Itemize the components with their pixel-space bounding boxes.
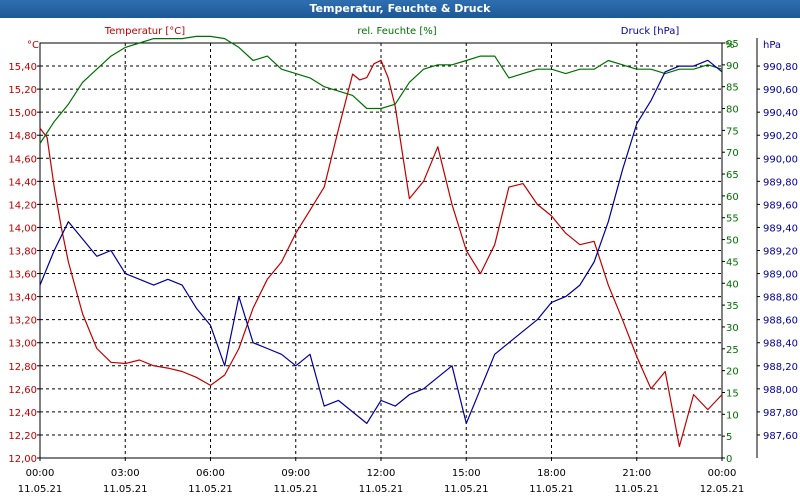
x-tick-date-label: 11.05.21 <box>614 484 659 495</box>
humidity-tick-label: 20 <box>726 367 739 378</box>
temperature-tick-label: 15,40 <box>8 62 37 73</box>
pressure-tick-label: 988,60 <box>763 316 798 327</box>
x-tick-time-label: 18:00 <box>537 468 566 479</box>
temperature-tick-label: 14,80 <box>8 131 37 142</box>
humidity-series-line <box>39 35 723 144</box>
x-tick-time-label: 03:00 <box>111 468 140 479</box>
temperature-tick-label: 14,00 <box>8 223 37 234</box>
temperature-tick-label: 12,80 <box>8 362 37 373</box>
temperature-tick-label: 14,60 <box>8 154 37 165</box>
temperature-tick-label: 12,40 <box>8 408 37 419</box>
humidity-tick-label: 75 <box>726 126 739 137</box>
plot-area <box>40 43 722 458</box>
temperature-tick-label: 14,20 <box>8 200 37 211</box>
x-tick-time-label: 00:00 <box>26 468 55 479</box>
x-tick-date-label: 11.05.21 <box>273 484 318 495</box>
temperature-tick-label: 15,20 <box>8 85 37 96</box>
pressure-tick-label: 988,20 <box>763 362 798 373</box>
pressure-series-line <box>39 59 723 424</box>
pressure-tick-label: 990,80 <box>763 62 798 73</box>
temperature-tick-label: 13,20 <box>8 316 37 327</box>
humidity-tick-label: 0 <box>726 454 732 465</box>
temperature-tick-label: 12,00 <box>8 454 37 465</box>
pressure-axis-unit: hPa <box>763 40 781 51</box>
temperature-series-label: Temperatur [°C] <box>104 26 185 37</box>
humidity-tick-label: 65 <box>726 170 739 181</box>
x-tick-time-label: 21:00 <box>622 468 651 479</box>
humidity-tick-label: 45 <box>726 257 739 268</box>
humidity-tick-label: 60 <box>726 192 739 203</box>
x-tick-date-label: 11.05.21 <box>529 484 574 495</box>
humidity-tick-label: 10 <box>726 410 739 421</box>
x-tick-time-label: 15:00 <box>452 468 481 479</box>
pressure-tick-label: 989,80 <box>763 177 798 188</box>
temperature-tick-label: 12,60 <box>8 385 37 396</box>
temperature-tick-label: 14,40 <box>8 177 37 188</box>
temperature-series-line <box>39 59 723 448</box>
humidity-tick-label: 50 <box>726 236 739 247</box>
humidity-series-label: rel. Feuchte [%] <box>357 26 436 37</box>
pressure-tick-label: 989,40 <box>763 223 798 234</box>
humidity-tick-label: 5 <box>726 432 732 443</box>
temperature-tick-label: 13,40 <box>8 293 37 304</box>
pressure-tick-label: 988,40 <box>763 339 798 350</box>
humidity-tick-label: 30 <box>726 323 739 334</box>
humidity-tick-label: 15 <box>726 388 739 399</box>
humidity-tick-label: 35 <box>726 301 739 312</box>
pressure-tick-label: 990,20 <box>763 131 798 142</box>
temperature-axis-unit: °C <box>27 40 39 51</box>
x-tick-date-label: 11.05.21 <box>444 484 489 495</box>
humidity-tick-label: 55 <box>726 214 739 225</box>
temperature-tick-label: 13,80 <box>8 247 37 258</box>
temperature-tick-label: 12,20 <box>8 431 37 442</box>
window-title: Temperatur, Feuchte & Druck <box>0 0 800 18</box>
humidity-tick-label: 80 <box>726 105 739 116</box>
chart-canvas: Temperatur [°C] rel. Feuchte [%] Druck [hP… <box>8 26 798 495</box>
x-tick-time-label: 12:00 <box>367 468 396 479</box>
pressure-tick-label: 987,80 <box>763 408 798 419</box>
x-tick-date-label: 11.05.21 <box>188 484 233 495</box>
humidity-tick-label: 70 <box>726 148 739 159</box>
pressure-series-label: Druck [hPa] <box>621 26 680 37</box>
pressure-tick-label: 990,60 <box>763 85 798 96</box>
pressure-tick-label: 989,60 <box>763 200 798 211</box>
x-tick-time-label: 00:00 <box>708 468 737 479</box>
humidity-tick-label: 85 <box>726 83 739 94</box>
x-tick-date-label: 11.05.21 <box>359 484 404 495</box>
x-tick-date-label: 11.05.21 <box>103 484 148 495</box>
temperature-tick-label: 13,60 <box>8 270 37 281</box>
x-tick-date-label: 12.05.21 <box>700 484 745 495</box>
pressure-tick-label: 989,20 <box>763 247 798 258</box>
temperature-tick-label: 13,00 <box>8 339 37 350</box>
pressure-tick-label: 988,00 <box>763 385 798 396</box>
humidity-tick-label: 25 <box>726 345 739 356</box>
pressure-tick-label: 990,00 <box>763 154 798 165</box>
x-tick-time-label: 09:00 <box>281 468 310 479</box>
x-tick-date-label: 11.05.21 <box>18 484 63 495</box>
humidity-tick-label: 90 <box>726 61 739 72</box>
x-tick-time-label: 06:00 <box>196 468 225 479</box>
pressure-tick-label: 990,40 <box>763 108 798 119</box>
pressure-tick-label: 989,00 <box>763 270 798 281</box>
pressure-tick-label: 987,60 <box>763 431 798 442</box>
pressure-tick-label: 988,80 <box>763 293 798 304</box>
humidity-axis-unit: % <box>725 40 735 51</box>
humidity-tick-label: 95 <box>726 39 739 50</box>
humidity-tick-label: 40 <box>726 279 739 290</box>
temperature-tick-label: 15,00 <box>8 108 37 119</box>
